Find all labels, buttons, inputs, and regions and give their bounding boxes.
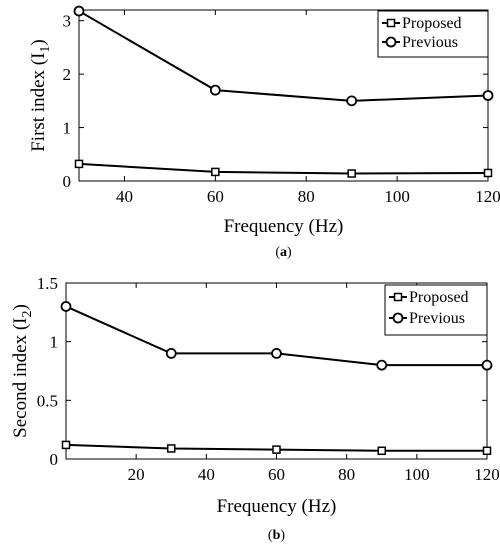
x-tick-label: 100	[384, 187, 410, 206]
x-tick-label: 100	[404, 465, 430, 484]
x-tick-label: 60	[268, 465, 285, 484]
y-axis-label: Second index (I2)	[10, 304, 35, 438]
y-tick-label: 1	[50, 333, 59, 352]
y-axis-label-subscript: 2	[20, 311, 35, 318]
legend-label-previous: Previous	[402, 34, 458, 51]
caption-open-paren: (	[275, 245, 280, 260]
x-tick-label: 20	[128, 465, 145, 484]
legend-label-proposed: Proposed	[402, 15, 462, 32]
data-point-proposed	[211, 167, 220, 177]
y-tick-label: 1	[63, 119, 72, 138]
data-point-proposed	[347, 169, 356, 178]
y-tick-label: 2	[63, 65, 72, 84]
x-tick-label: 120	[474, 465, 500, 484]
legend-marker-circle	[385, 36, 397, 48]
y-axis-label: First index (I1)	[28, 39, 53, 152]
caption-letter: b	[273, 528, 281, 543]
data-point-previous	[209, 84, 221, 96]
x-tick-label: 40	[198, 465, 215, 484]
y-tick-label: 1.5	[37, 274, 58, 293]
legend-box	[377, 10, 489, 58]
data-point-proposed	[482, 446, 492, 456]
legend-marker-circle	[392, 312, 404, 324]
y-axis-label-close: )	[28, 39, 49, 45]
caption-open-paren: (	[268, 528, 273, 543]
y-tick-label: 0.5	[37, 391, 58, 410]
data-point-proposed	[272, 445, 281, 454]
legend-marker-square	[386, 18, 396, 28]
data-point-proposed	[61, 440, 71, 450]
y-axis-label-close: )	[10, 304, 31, 310]
y-tick-label: 3	[63, 12, 72, 31]
chart-panel-a: 40 60 80 100 120 0 1 2 3 Frequency (Hz) First inde…	[28, 5, 500, 260]
data-point-proposed	[483, 168, 493, 178]
caption-close-paren: )	[287, 245, 292, 260]
y-axis-label-text: First index (I	[28, 53, 49, 152]
data-point-previous	[165, 347, 177, 359]
series-line-previous	[78, 10, 489, 102]
y-axis-label-text: Second index (I	[10, 318, 31, 438]
data-point-previous	[73, 5, 85, 17]
data-point-previous	[482, 90, 494, 101]
data-point-proposed	[167, 444, 176, 453]
x-tick-label: 80	[338, 465, 355, 484]
x-tick-label: 80	[298, 187, 315, 206]
data-point-proposed	[377, 446, 386, 456]
x-tick-label: 40	[116, 187, 133, 206]
chart-panel-b: 20 40 60 80 100 120 0 0.5 1 1.5 Frequency (Hz) Seco…	[10, 274, 500, 543]
panel-caption: (b)	[268, 528, 285, 543]
legend-marker-square	[393, 292, 403, 302]
x-axis-label: Frequency (Hz)	[224, 216, 344, 237]
y-tick-label: 0	[50, 450, 59, 469]
y-axis-label-subscript: 1	[38, 46, 53, 53]
data-point-previous	[376, 359, 388, 371]
x-tick-label: 60	[207, 187, 224, 206]
data-point-previous	[60, 301, 72, 312]
data-point-previous	[271, 347, 282, 359]
data-point-previous	[346, 95, 358, 107]
data-point-previous	[481, 359, 493, 371]
x-tick-label: 120	[475, 187, 500, 206]
caption-letter: a	[280, 245, 287, 260]
legend-label-proposed: Proposed	[409, 289, 469, 306]
series-line-proposed	[78, 162, 489, 175]
caption-close-paren: )	[280, 528, 285, 543]
panel-caption: (a)	[275, 245, 292, 260]
data-point-proposed	[74, 159, 84, 169]
y-tick-label: 0	[63, 172, 72, 191]
x-axis-label: Frequency (Hz)	[217, 496, 337, 517]
legend-label-previous: Previous	[409, 310, 465, 327]
